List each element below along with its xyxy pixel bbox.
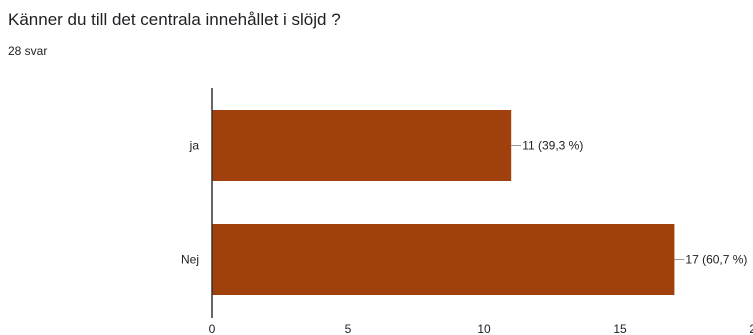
bar-ja xyxy=(212,110,512,181)
question-title: Känner du till det centrala innehållet i… xyxy=(8,10,341,29)
category-label-ja: ja xyxy=(189,139,200,153)
response-count: 28 svar xyxy=(8,44,48,58)
x-tick-label: 15 xyxy=(613,322,627,335)
x-tick-label: 0 xyxy=(209,322,216,335)
category-label-nej: Nej xyxy=(181,253,199,267)
x-tick-label: 20 xyxy=(749,322,753,335)
x-tick-label: 10 xyxy=(477,322,491,335)
bar-nej xyxy=(212,224,675,295)
x-tick-label: 5 xyxy=(345,322,352,335)
data-label-ja: 11 (39,3 %) xyxy=(522,139,583,153)
data-label-nej: 17 (60,7 %) xyxy=(685,253,747,267)
